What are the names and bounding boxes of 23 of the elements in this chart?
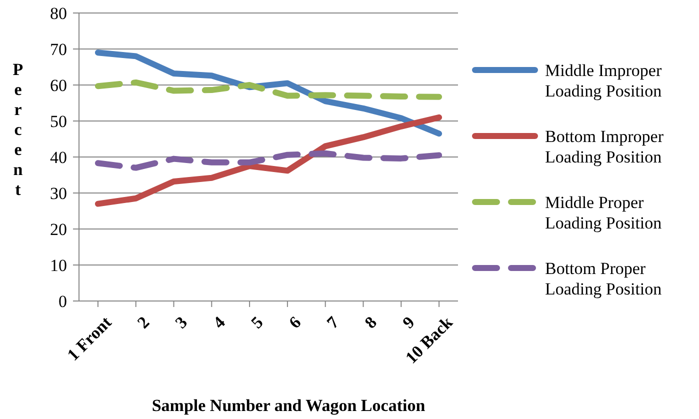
x-tick-label: 4 <box>209 312 230 332</box>
y-axis-title: Percent <box>12 60 24 199</box>
x-tick-label: 2 <box>134 312 154 332</box>
x-tick-label: 5 <box>247 312 267 332</box>
y-tick-label: 30 <box>50 184 67 203</box>
y-tick-label: 50 <box>50 112 67 131</box>
legend-label: Bottom Improper Loading Position <box>545 126 664 166</box>
x-axis-title: Sample Number and Wagon Location <box>152 396 426 415</box>
legend-label: Bottom Proper Loading Position <box>545 258 662 298</box>
y-tick-label: 70 <box>50 40 67 59</box>
legend-label: Middle Proper Loading Position <box>545 192 662 232</box>
x-tick-label: 7 <box>323 312 343 332</box>
x-tick-label: 9 <box>398 312 418 332</box>
y-tick-label: 60 <box>50 76 67 95</box>
y-tick-label: 40 <box>50 148 67 167</box>
y-tick-label: 20 <box>50 220 67 239</box>
y-tick-label: 0 <box>58 292 67 311</box>
x-tick-label: 3 <box>172 312 191 332</box>
legend-label: Middle Improper Loading Position <box>545 60 662 100</box>
y-tick-label: 80 <box>50 4 67 23</box>
x-tick-label: 6 <box>285 312 305 332</box>
x-tick-label: 8 <box>361 312 380 332</box>
y-tick-label: 10 <box>50 256 67 275</box>
